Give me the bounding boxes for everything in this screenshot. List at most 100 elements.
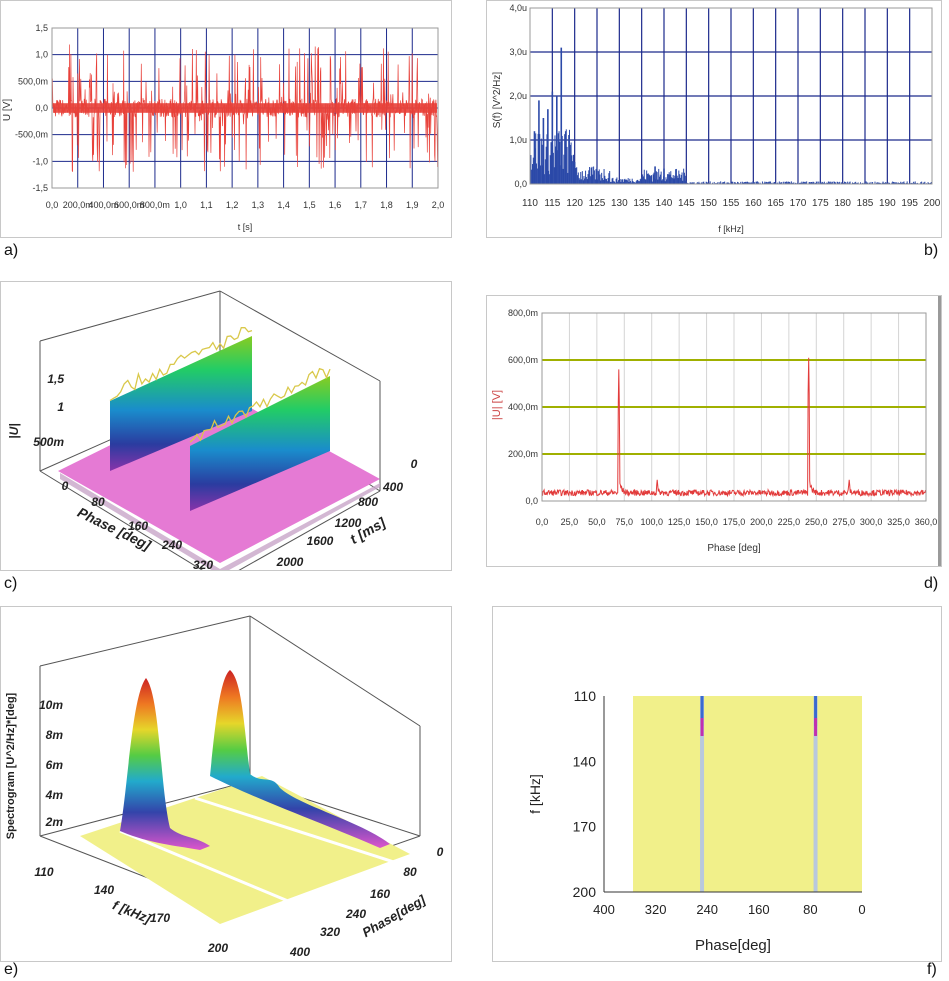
x-tick-label-d: 50,0 [588, 517, 606, 527]
x-tick-label-a: 1,5 [303, 200, 316, 210]
y-tick-label-a: 0,0 [35, 103, 48, 113]
x-tick-label-e: 110 [34, 865, 53, 879]
z-tick-label-c: 500m [33, 435, 64, 449]
heatmap-stripe-f [814, 696, 818, 726]
x-tick-label-b: 170 [790, 198, 807, 209]
spike-line-c [109, 327, 253, 402]
surface-wall-c [110, 336, 252, 471]
y-tick-label-d: 600,0m [508, 355, 538, 365]
y-tick-label-f: 140 [573, 753, 597, 769]
z-tick-label-c: 1 [57, 400, 64, 414]
heatmap-stripe-f [700, 696, 705, 892]
y-tick-label-b: 2,0u [509, 91, 527, 101]
series-line-d [541, 357, 927, 498]
x-tick-label-c: 240 [161, 538, 182, 552]
heatmap-stripe-f [700, 718, 704, 736]
x-axis-label-b: f [kHz] [718, 224, 744, 234]
panel-label-d: d) [924, 575, 939, 592]
x-tick-label-a: 1,2 [226, 200, 239, 210]
x-tick-label-a: 1,0 [174, 200, 187, 210]
x-tick-label-a: 1,7 [355, 200, 368, 210]
chart-e: 10m8m6m4m2m110140170200080160240320400f … [5, 615, 444, 959]
z-tick-label-e: 2m [45, 815, 64, 829]
x-tick-label-a: 1,1 [200, 200, 213, 210]
axis-box-e [39, 615, 251, 667]
y-axis-label-f: f [kHz] [527, 774, 543, 814]
x-tick-label-c: 320 [193, 558, 213, 571]
x-tick-label-b: 115 [544, 198, 560, 209]
spike-line-c [189, 367, 331, 443]
y-tick-label-a: -500,0m [15, 130, 48, 140]
x-tick-label-a: 1,9 [406, 200, 419, 210]
panel-e: 10m 8m 6m 4m 2m 110 140 170 200 0 80 160 240 320 400 f … [0, 606, 470, 962]
x-tick-label-b: 165 [767, 198, 784, 209]
x-tick-label-d: 175,0 [723, 517, 746, 527]
x-tick-label-d: 275,0 [832, 517, 855, 527]
z-tick-label-e: 8m [46, 728, 64, 742]
y-tick-label-e: 320 [320, 925, 340, 939]
x-tick-label-b: 140 [656, 198, 673, 209]
x-tick-label-f: 80 [803, 902, 817, 917]
z-tick-label-e: 10m [39, 698, 63, 712]
y-tick-label-a: -1,5 [32, 183, 48, 193]
x-tick-label-b: 125 [589, 198, 606, 209]
axis-box-c [39, 290, 221, 342]
heatmap-fill-f [633, 696, 862, 892]
x-tick-label-a: 1,4 [277, 200, 290, 210]
x-tick-label-d: 360,0 [915, 517, 938, 527]
axis-box-e [249, 615, 421, 727]
ridge-line-e [194, 796, 401, 866]
x-tick-label-a: 400,0m [88, 200, 118, 210]
y-tick-label-b: 1,0u [509, 135, 527, 145]
y-tick-label-b: 0,0 [514, 179, 527, 189]
x-tick-label-d: 25,0 [561, 517, 579, 527]
y-tick-label-a: 1,0 [35, 50, 48, 60]
panel-a: 1,5 1,0 500,0m 0,0 -500,0m -1,0 -1,5 0,0 200,0m 4… [0, 0, 470, 240]
panel-d: 0,0 25,0 50,0 75,0 100,0 125,0 150,0 175,0 200,0… [486, 295, 949, 570]
heatmap-stripe-f [814, 718, 818, 736]
x-tick-label-d: 200,0 [750, 517, 773, 527]
x-axis-label-a: t [s] [238, 222, 253, 232]
x-tick-label-a: 1,6 [329, 200, 342, 210]
x-tick-label-f: 160 [748, 902, 770, 917]
y-tick-label-f: 170 [573, 819, 597, 835]
x-tick-label-d: 150,0 [695, 517, 718, 527]
y-tick-label-a: 1,5 [35, 23, 48, 33]
x-tick-label-b: 200 [924, 198, 941, 209]
x-tick-label-f: 240 [696, 902, 718, 917]
x-tick-label-b: 145 [678, 198, 695, 209]
plot-border-a [51, 27, 439, 189]
chart-b: 4,0u 3,0u 2,0u 1,0u 0,0 110 115 120 125 130 135 140… [492, 3, 941, 234]
panel-edge-d [938, 295, 942, 567]
x-tick-label-e: 170 [150, 911, 170, 925]
x-tick-label-f: 320 [645, 902, 667, 917]
x-tick-label-b: 185 [857, 198, 874, 209]
y-tick-label-b: 4,0u [509, 3, 527, 13]
x-tick-label-a: 2,0 [432, 200, 445, 210]
y-tick-label-d: 0,0 [525, 496, 538, 506]
x-tick-label-d: 100,0 [640, 517, 663, 527]
y-tick-label-e: 80 [403, 865, 417, 879]
x-tick-label-b: 130 [611, 198, 628, 209]
spectrogram-peak-e [120, 678, 210, 850]
axis-box-c [219, 290, 381, 382]
y-tick-label-c: 2000 [276, 555, 304, 569]
x-tick-label-a: 1,8 [380, 200, 393, 210]
x-tick-label-b: 150 [700, 198, 717, 209]
x-tick-label-e: 200 [207, 941, 228, 955]
x-tick-label-f: 0 [858, 902, 865, 917]
x-tick-label-e: 140 [94, 883, 114, 897]
y-axis-label-b: S(f) [V^2/Hz] [492, 72, 503, 129]
x-tick-label-d: 325,0 [887, 517, 910, 527]
panel-label-b: b) [924, 242, 939, 259]
chart-f: 110 140 170 200 400 320 240 160 80 0 Phase[deg] f [… [527, 688, 866, 954]
y-tick-label-e: 160 [370, 887, 390, 901]
x-tick-label-b: 175 [812, 198, 829, 209]
y-tick-label-d: 200,0m [508, 449, 538, 459]
panel-label-f: f) [927, 961, 937, 978]
y-tick-label-e: 400 [289, 945, 310, 959]
signal-core-a [53, 103, 437, 113]
x-tick-label-b: 180 [834, 198, 851, 209]
panel-b: 4,0u 3,0u 2,0u 1,0u 0,0 110 115 120 125 130 135 140… [486, 0, 949, 240]
x-tick-label-c: 160 [128, 519, 148, 533]
